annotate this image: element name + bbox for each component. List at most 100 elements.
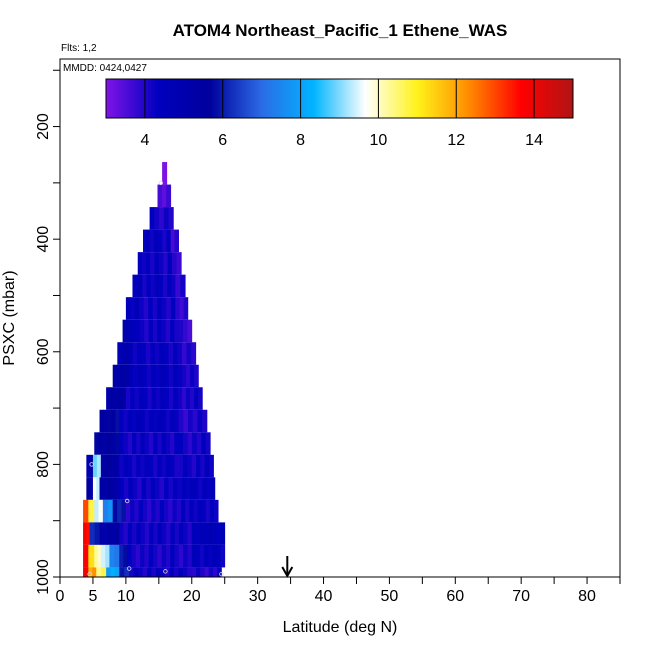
heatmap-cell bbox=[153, 409, 158, 433]
heatmap-cell bbox=[98, 432, 104, 455]
heatmap-cell bbox=[144, 544, 150, 568]
heatmap-cell bbox=[194, 364, 199, 388]
heatmap-cell bbox=[139, 297, 144, 320]
heatmap-cell bbox=[196, 454, 201, 478]
heatmap-cell bbox=[209, 499, 215, 523]
heatmap-cell bbox=[144, 454, 150, 478]
heatmap-cell bbox=[144, 432, 150, 455]
heatmap-cell bbox=[83, 567, 89, 577]
x-tick-label: 0 bbox=[56, 588, 65, 605]
heatmap-cell bbox=[136, 342, 142, 365]
heatmap-cell bbox=[159, 364, 165, 388]
heatmap-cell bbox=[125, 387, 131, 410]
x-tick-label: 5 bbox=[88, 588, 97, 605]
sample-point bbox=[158, 180, 163, 186]
heatmap-cell bbox=[149, 229, 155, 253]
heatmap-cell bbox=[159, 477, 165, 500]
heatmap-cell bbox=[173, 387, 178, 410]
x-tick-label: 30 bbox=[249, 588, 267, 605]
heatmap-cell bbox=[168, 477, 174, 500]
sample-point bbox=[89, 462, 94, 467]
heatmap-cell bbox=[103, 522, 108, 545]
heatmap-cell bbox=[127, 544, 132, 568]
heatmap-cell bbox=[204, 567, 210, 577]
heatmap-cell bbox=[142, 364, 148, 388]
heatmap-cell bbox=[161, 544, 167, 568]
heatmap-cell bbox=[153, 522, 159, 545]
heatmap-cell bbox=[158, 274, 164, 298]
heatmap-cell bbox=[195, 522, 201, 545]
heatmap-cell bbox=[132, 477, 138, 500]
heatmap-cell bbox=[132, 274, 138, 298]
heatmap-cell bbox=[175, 297, 180, 320]
heatmap-cell bbox=[178, 454, 184, 478]
heatmap-cell bbox=[96, 567, 102, 577]
heatmap-cell bbox=[106, 567, 111, 577]
x-tick-label: 70 bbox=[512, 588, 530, 605]
heatmap-cell bbox=[212, 567, 218, 577]
heatmap-cell bbox=[173, 567, 179, 577]
heatmap-cell bbox=[202, 477, 207, 500]
heatmap-cell bbox=[155, 364, 161, 388]
plot-frame bbox=[59, 58, 621, 578]
heatmap-cell bbox=[196, 567, 201, 577]
heatmap-cell bbox=[123, 522, 129, 545]
heatmap-cell bbox=[212, 522, 217, 545]
heatmap-cell bbox=[162, 162, 168, 185]
heatmap-cell bbox=[127, 409, 133, 433]
heatmap-cell bbox=[178, 432, 184, 455]
heatmap-cell bbox=[121, 499, 127, 523]
y-tick-label: 600 bbox=[35, 338, 52, 365]
heatmap-cell bbox=[148, 544, 154, 568]
heatmap-cell bbox=[187, 432, 193, 455]
heatmap-cell bbox=[92, 477, 97, 500]
x-tick-label: 40 bbox=[315, 588, 333, 605]
heatmap-cell bbox=[153, 432, 158, 455]
heatmap-cell bbox=[133, 567, 139, 577]
heatmap-cell bbox=[94, 499, 99, 523]
heatmap-cell bbox=[217, 567, 222, 577]
colorbar-gradient bbox=[105, 78, 574, 119]
heatmap-cell bbox=[105, 454, 111, 478]
heatmap-cell bbox=[204, 544, 209, 568]
heatmap-cell bbox=[129, 567, 135, 577]
heatmap-cell bbox=[194, 387, 199, 410]
heatmap-cell bbox=[163, 207, 169, 230]
heatmap-cell bbox=[140, 454, 146, 478]
heatmap-cell bbox=[167, 274, 172, 298]
heatmap-cell bbox=[160, 567, 166, 577]
heatmap-cell bbox=[181, 364, 187, 388]
heatmap-cell bbox=[191, 522, 197, 545]
sample-point bbox=[87, 571, 92, 577]
x-tick-label: 80 bbox=[578, 588, 596, 605]
heatmap-cell bbox=[186, 477, 191, 500]
heatmap-cell bbox=[161, 454, 167, 478]
heatmap-cell bbox=[132, 522, 137, 545]
heatmap-cell bbox=[196, 432, 202, 455]
heatmap-cell bbox=[111, 409, 116, 433]
heatmap-cell bbox=[86, 477, 91, 500]
heatmap-cell bbox=[140, 432, 146, 455]
y-axis: 200 400 600 800 1000 bbox=[35, 69, 60, 595]
heatmap-cell bbox=[156, 387, 161, 410]
heatmap-cell bbox=[166, 297, 172, 320]
heatmap-cell bbox=[143, 297, 149, 320]
heatmap-cell bbox=[158, 229, 163, 253]
heatmap-cell bbox=[190, 387, 195, 410]
heatmap-cell bbox=[145, 342, 151, 365]
heatmap-cell bbox=[158, 252, 164, 275]
heatmap-cell bbox=[195, 544, 201, 568]
heatmap-cell bbox=[148, 297, 154, 320]
heatmap-cell bbox=[210, 477, 216, 500]
heatmap-cell bbox=[130, 499, 135, 523]
heatmap-cell bbox=[128, 477, 134, 500]
heatmap-cell bbox=[174, 544, 180, 568]
heatmap-cell bbox=[127, 432, 133, 455]
heatmap-cell bbox=[94, 522, 100, 545]
heatmap-cell bbox=[148, 432, 154, 455]
heatmap-cell bbox=[144, 522, 150, 545]
heatmap-cell bbox=[122, 342, 128, 365]
arrow-head bbox=[281, 566, 294, 579]
heatmap-cell bbox=[193, 499, 198, 523]
